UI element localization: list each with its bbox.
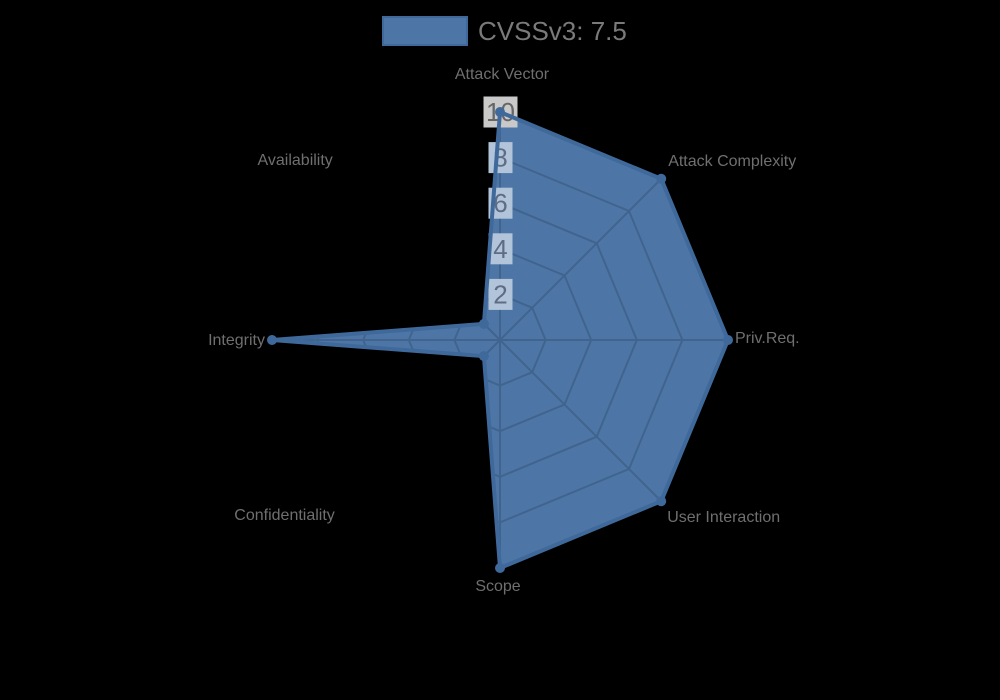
grid-spoke: [338, 339, 501, 502]
tick-label: 4: [493, 234, 507, 264]
axis-label-confidentiality: Confidentiality: [234, 507, 335, 524]
data-point: [478, 351, 489, 362]
legend-label: CVSSv3: 7.5: [478, 16, 627, 46]
grid-spoke: [499, 178, 662, 341]
axis-label-attack-vector: Attack Vector: [455, 66, 550, 83]
axis-label-availability: Availability: [258, 152, 333, 169]
data-point: [495, 107, 505, 117]
data-point: [267, 335, 277, 345]
axis-label-integrity: Integrity: [208, 332, 265, 349]
tick-backdrop: [488, 278, 513, 310]
tick-label: 6: [493, 188, 507, 218]
chart-legend[interactable]: CVSSv3: 7.5: [382, 16, 627, 46]
data-point: [478, 318, 489, 329]
tick-label: 2: [493, 279, 507, 309]
axis-label-attack-complexity: Attack Complexity: [668, 153, 796, 170]
legend-swatch: [382, 16, 468, 46]
axis-label-scope: Scope: [475, 578, 520, 595]
axis-label-user-interaction: User Interaction: [667, 509, 780, 526]
data-point: [495, 563, 505, 573]
data-point: [656, 496, 667, 507]
grid-spoke: [338, 178, 501, 341]
grid-spoke: [499, 339, 662, 502]
data-point: [723, 335, 733, 345]
tick-backdrop: [488, 142, 513, 174]
data-point: [656, 173, 667, 184]
axis-label-priv-req: Priv.Req.: [735, 330, 800, 347]
tick-backdrop: [488, 233, 513, 265]
